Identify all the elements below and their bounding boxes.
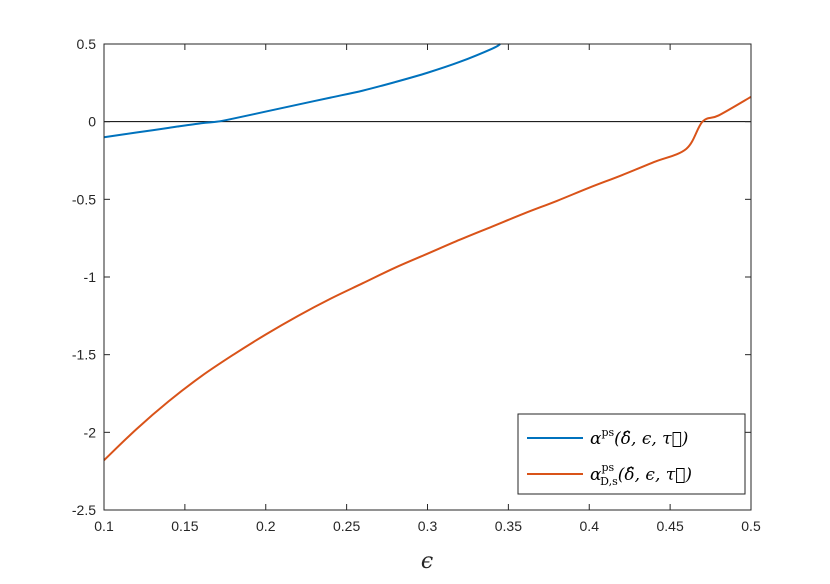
- y-tick-label: 0: [88, 114, 96, 130]
- x-tick-label: 0.4: [580, 518, 600, 534]
- legend-label-1-sup: ps: [601, 426, 614, 439]
- x-tick-label: 0.25: [333, 518, 360, 534]
- legend-label-series-1: αps(δ̂, ϵ, τ⃗): [590, 426, 688, 449]
- y-tick-label: -2.5: [72, 502, 96, 518]
- x-axis-label: ϵ: [421, 549, 433, 574]
- legend-label-2-sup: ps: [601, 461, 614, 474]
- legend-label-2-args: (δ̂, ϵ, τ⃗): [618, 465, 692, 485]
- x-tick-label: 0.3: [418, 518, 438, 534]
- legend-box: [517, 413, 746, 495]
- series-line-2: [103, 95, 752, 462]
- legend: αps(δ̂, ϵ, τ⃗) αps D,s(δ̂, ϵ, τ⃗): [517, 413, 746, 495]
- x-tick-label: 0.5: [741, 518, 761, 534]
- x-tick-labels: 0.1 0.15 0.2 0.25 0.3 0.35 0.4 0.45 0.5: [94, 518, 761, 534]
- x-tick-label: 0.35: [495, 518, 522, 534]
- series-layer: [103, 43, 752, 462]
- y-tick-label: -0.5: [72, 191, 96, 207]
- y-tick-label: -2: [84, 424, 97, 440]
- legend-label-2-base: α: [590, 465, 602, 485]
- legend-label-1-args: (δ̂, ϵ, τ⃗): [614, 429, 688, 449]
- x-tick-label: 0.1: [94, 518, 114, 534]
- y-tick-label: -1: [84, 269, 97, 285]
- y-tick-label: -1.5: [72, 347, 96, 363]
- legend-label-series-2: αps D,s(δ̂, ϵ, τ⃗): [590, 461, 692, 488]
- legend-label-2-sub: D,s: [600, 475, 618, 488]
- series-line-1: [103, 43, 501, 139]
- x-tick-label: 0.15: [171, 518, 198, 534]
- x-tick-label: 0.2: [256, 518, 276, 534]
- legend-label-1-base: α: [590, 429, 602, 449]
- y-tick-label: 0.5: [77, 36, 97, 52]
- y-tick-labels: 0.5 0 -0.5 -1 -1.5 -2 -2.5: [72, 36, 96, 518]
- x-tick-label: 0.45: [657, 518, 684, 534]
- tick-layer: [103, 43, 752, 511]
